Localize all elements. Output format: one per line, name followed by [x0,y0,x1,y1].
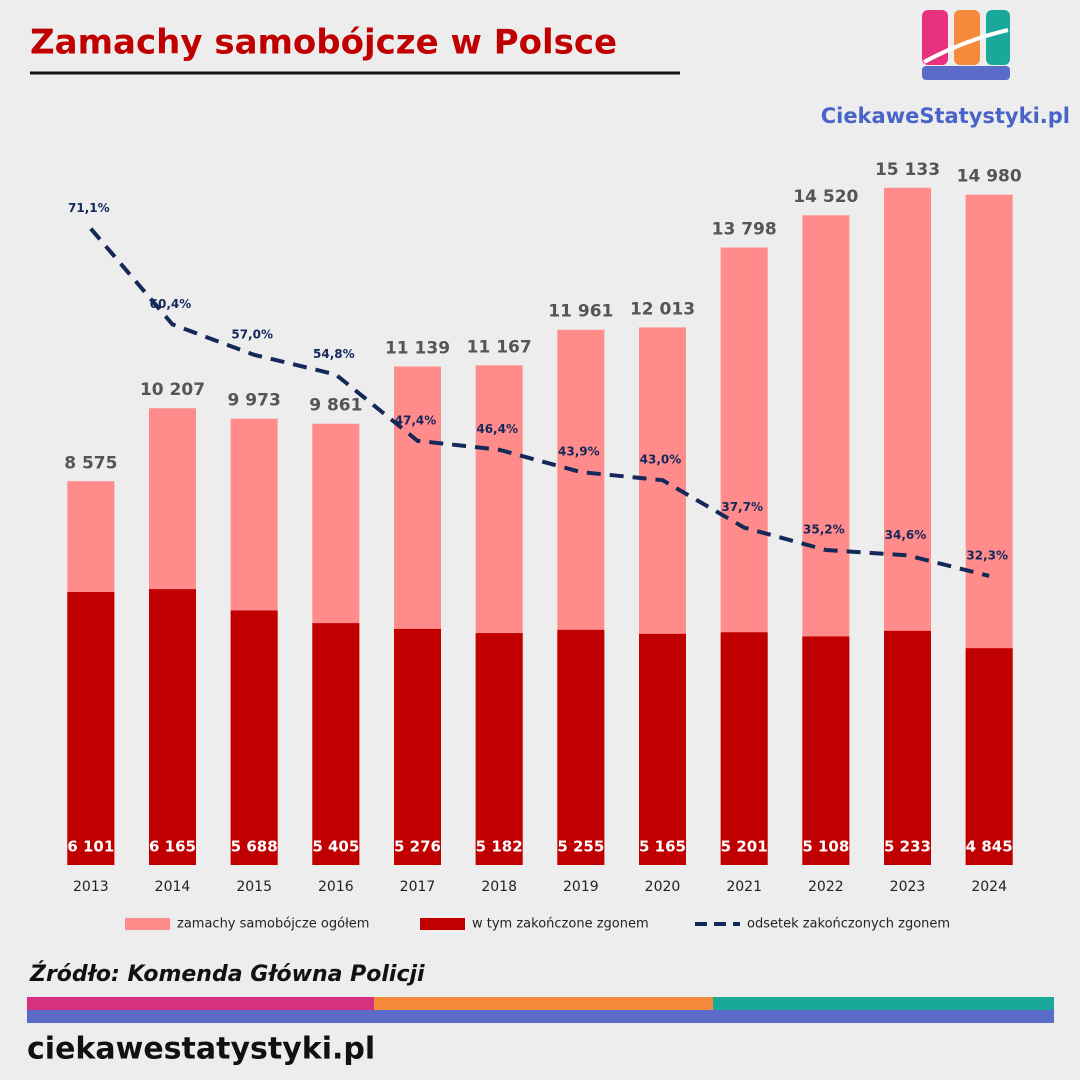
bar [67,591,115,865]
data-label: 12 013 [630,299,695,319]
data-label: 10 207 [140,380,205,400]
data-label: 47,4% [395,413,437,427]
data-label: 5 276 [394,838,441,856]
data-label: 5 182 [476,838,523,856]
legend-swatch [125,918,170,930]
data-label: 11 961 [548,302,613,322]
bar [720,632,768,865]
data-label: 6 101 [67,838,114,856]
data-label: 9 973 [228,391,281,411]
legend-swatch [420,918,465,930]
data-label: 37,7% [721,500,763,514]
data-label: 5 255 [557,838,604,856]
x-tick-label: 2022 [808,879,844,895]
data-label: 5 688 [231,838,278,856]
data-label: 57,0% [231,327,273,341]
data-label: 14 520 [793,187,858,207]
x-tick-label: 2015 [236,879,272,895]
bar [312,623,360,865]
bar [802,636,850,865]
chart-title: Zamachy samobójcze w Polsce [30,23,617,63]
logo-shape [922,66,1010,80]
logo-swoosh [923,28,1009,64]
legend-label: odsetek zakończonych zgonem [747,917,950,932]
data-label: 11 139 [385,339,450,359]
logo [922,10,1010,80]
data-label: 14 980 [957,167,1022,187]
x-tick-label: 2013 [73,879,109,895]
bar [639,633,686,865]
x-tick-label: 2024 [971,879,1007,895]
bar [394,628,441,865]
data-label: 5 405 [312,838,359,856]
data-label: 35,2% [803,522,845,536]
x-tick-label: 2016 [318,879,354,895]
stripe [27,997,374,1010]
bar [149,589,196,865]
x-tick-label: 2019 [563,879,599,895]
stripe [27,1010,1054,1023]
data-label: 60,4% [150,297,192,311]
x-tick-label: 2021 [726,879,762,895]
logo-shape [986,10,1010,65]
data-label: 4 845 [966,838,1013,856]
data-label: 15 133 [875,160,940,180]
data-label: 32,3% [966,548,1008,562]
logo-shape [954,10,980,65]
bar [884,630,931,865]
stripe [374,997,713,1010]
data-label: 34,6% [885,528,927,542]
bar [475,633,523,865]
data-label: 43,0% [640,453,682,467]
data-label: 5 165 [639,838,686,856]
stripe [713,997,1054,1010]
data-label: 8 575 [64,453,117,473]
legend-label: w tym zakończone zgonem [472,917,649,932]
data-label: 5 108 [802,838,849,856]
data-label: 43,9% [558,445,600,459]
data-label: 71,1% [68,201,110,215]
x-tick-label: 2020 [645,879,681,895]
data-label: 13 798 [712,220,777,240]
data-label: 5 233 [884,838,931,856]
brand: CiekaweStatystyki.pl [821,104,1070,128]
bar [965,648,1013,865]
x-tick-label: 2018 [481,879,517,895]
data-label: 54,8% [313,347,355,361]
data-label: 46,4% [476,422,518,436]
bar [230,610,278,865]
line [89,227,990,578]
x-tick-label: 2017 [400,879,436,895]
footer: ciekawestatystyki.pl [27,1032,375,1067]
data-label: 5 201 [721,838,768,856]
data-label: 6 165 [149,838,196,856]
data-label: 9 861 [309,396,362,416]
bar [557,629,605,865]
data-label: 11 167 [467,337,532,357]
x-tick-label: 2014 [155,879,191,895]
legend-label: zamachy samobójcze ogółem [177,917,369,932]
x-tick-label: 2023 [890,879,926,895]
source: Źródło: Komenda Główna Policji [29,961,425,987]
